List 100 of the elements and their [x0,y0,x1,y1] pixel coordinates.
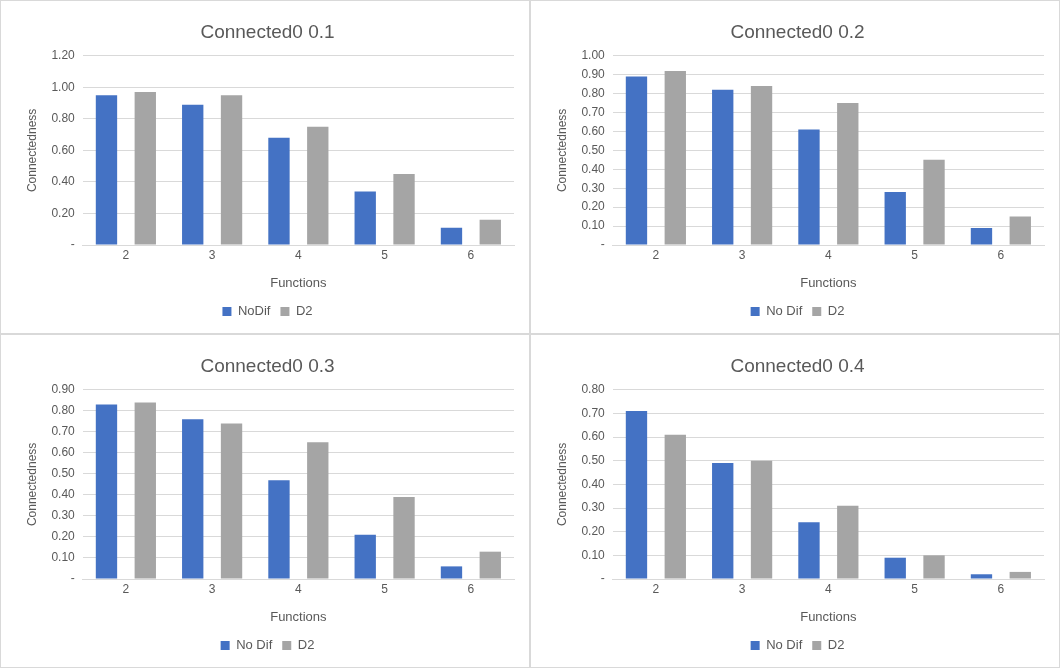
bar [837,103,859,245]
bar [95,95,118,245]
legend-label: D2 [827,303,845,319]
x-tick-label: 3 [738,581,746,596]
bar [923,555,945,579]
y-tick-label: 0.40 [581,476,606,491]
y-tick-label: 0.10 [581,547,606,562]
legend-label: D2 [297,637,315,653]
y-tick-label: 0.20 [51,529,76,544]
bar [307,126,329,245]
y-tick-label: 0.10 [581,218,606,233]
y-tick-label: 1.20 [51,48,76,63]
bar [625,411,648,579]
legend-label: No Dif [236,637,273,653]
bar [664,434,686,579]
y-tick-label: 0.60 [51,142,76,157]
y-tick-label: 0.20 [51,205,76,220]
y-tick-label: 0.30 [581,180,606,195]
x-tick-label: 5 [911,581,919,596]
y-tick-label: - [70,571,75,586]
bar [712,89,734,245]
y-axis-title: Connectedness [24,442,39,527]
x-tick-label: 2 [122,247,130,262]
y-tick-label: 0.40 [51,174,76,189]
x-tick-label: 2 [652,247,660,262]
y-tick-label: 0.60 [581,429,606,444]
x-tick-label: 6 [467,247,475,262]
bar [182,104,204,245]
y-tick-label: - [600,571,605,586]
y-tick-label: 0.70 [51,424,76,439]
x-tick-label: 3 [208,581,216,596]
y-axis-title: Connectedness [554,442,569,527]
bar [750,86,773,245]
chart-title: Connected0 0.4 [730,354,866,376]
x-tick-label: 4 [825,247,833,262]
x-tick-label: 4 [295,247,303,262]
y-tick-label: 0.50 [581,453,606,468]
y-tick-label: 0.20 [581,524,606,539]
y-tick-label: 0.60 [51,445,76,460]
chart-title: Connected0 0.1 [200,20,335,42]
x-tick-label: 5 [911,247,919,262]
y-tick-label: 0.80 [581,85,606,100]
bar [1009,216,1031,245]
x-axis-title: Functions [270,274,328,290]
bar [354,191,376,245]
x-tick-label: 3 [208,247,216,262]
legend-label: No Dif [766,637,803,653]
legend-label: No Dif [766,303,803,319]
y-tick-label: 0.40 [51,487,76,502]
bar [837,505,859,579]
y-tick-label: - [600,237,605,252]
y-tick-label: 1.00 [51,79,76,94]
bar [134,92,156,245]
bar [354,534,376,579]
chart-title: Connected0 0.2 [730,20,865,42]
bar [220,95,243,245]
y-tick-label: 0.30 [581,500,606,515]
x-tick-label: 4 [825,581,833,596]
y-tick-label: 0.10 [51,550,76,565]
bar [798,522,820,579]
x-tick-label: 4 [295,581,303,596]
y-tick-label: 0.80 [581,382,606,397]
bar [970,227,993,245]
legend-label: NoDif [237,303,271,319]
y-tick-label: 0.80 [51,111,76,126]
bar [923,159,945,245]
bar [479,219,501,245]
x-tick-label: 5 [381,247,389,262]
y-tick-label: 0.50 [51,466,76,481]
y-tick-label: 0.70 [581,405,606,420]
bar [393,497,415,579]
bar [798,129,820,245]
legend-label: D2 [295,303,313,319]
y-tick-label: 0.90 [51,382,76,397]
y-tick-label: 0.40 [581,161,606,176]
bar [268,137,290,245]
bar [664,70,686,245]
bar [750,460,773,579]
y-axis-title: Connectedness [554,108,569,193]
bar [393,174,415,245]
bar [440,566,463,579]
x-tick-label: 2 [122,581,130,596]
bar [307,442,329,579]
bar [440,227,463,245]
x-axis-title: Functions [270,608,328,624]
bar [712,463,734,579]
legend-label: D2 [827,637,845,653]
y-tick-label: 0.80 [51,403,76,418]
bar [268,480,290,579]
bar [1009,571,1031,579]
y-tick-label: 0.90 [581,67,606,82]
bar [625,76,648,245]
y-tick-label: 0.20 [581,199,606,214]
x-tick-label: 3 [738,247,746,262]
y-tick-label: 1.00 [581,48,606,63]
y-axis-title: Connectedness [24,108,39,193]
bar [970,574,993,579]
bar [220,423,243,579]
bar [134,402,156,579]
y-tick-label: 0.30 [51,508,76,523]
